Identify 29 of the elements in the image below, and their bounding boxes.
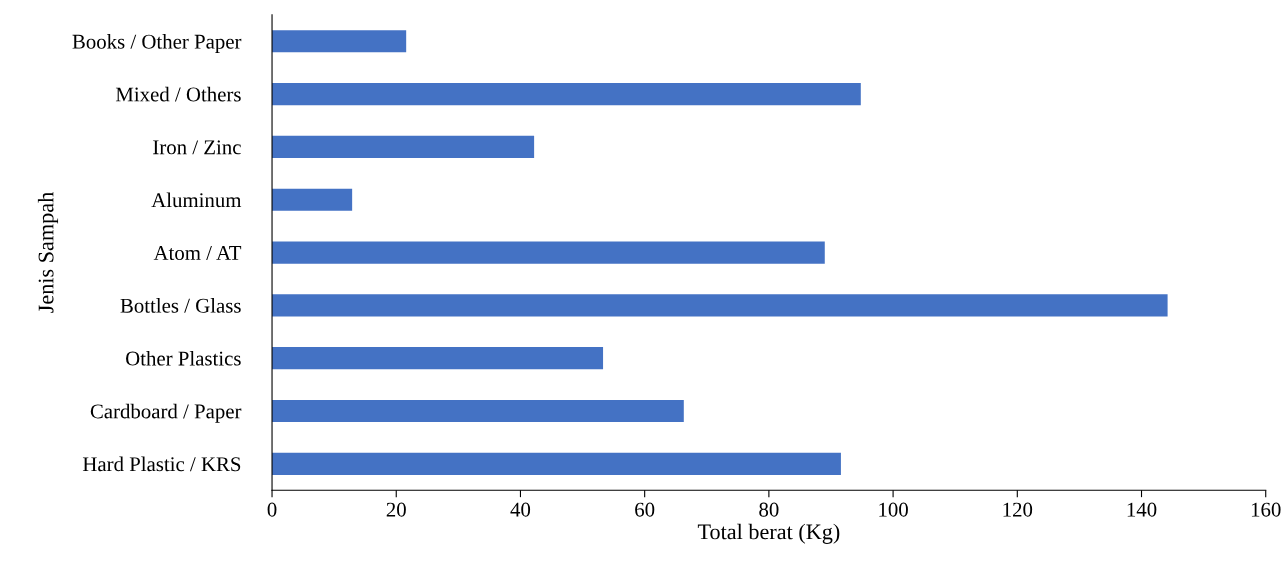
y-tick-label: Atom / AT [153,246,242,260]
bar [272,241,825,264]
y-axis-title: Jenis Sampah [37,192,59,313]
x-tick-label: 40 [510,502,531,517]
y-tick-label: Other Plastics [126,350,241,366]
x-axis-title: Total berat (Kg) [697,523,840,544]
x-tick-label: 100 [879,502,908,517]
y-tick-label: Mixed / Others [115,86,241,102]
y-tick-label: Bottles / Glass [120,298,241,313]
x-tick-label: 160 [1251,502,1281,517]
y-tick-label: Aluminum [151,192,242,208]
x-tick-label: 140 [1127,502,1157,517]
bar [272,30,407,53]
bar [272,188,353,211]
x-tick-label: 80 [759,502,779,517]
bar [272,135,535,158]
bar [272,347,604,370]
y-tick-label: Iron / Zinc [153,140,241,155]
x-tick-label: 0 [267,502,277,517]
bar [272,294,1168,317]
x-tick-label: 60 [635,502,655,517]
y-tick-label: Books / Other Paper [72,34,242,53]
x-tick-label: 120 [1003,502,1033,517]
y-tick-label: Cardboard / Paper [90,403,242,423]
bar [272,83,861,106]
bar [272,399,684,423]
y-tick-label: Hard Plastic / KRS [82,456,241,472]
x-tick-label: 20 [386,502,406,517]
bar [272,452,841,475]
